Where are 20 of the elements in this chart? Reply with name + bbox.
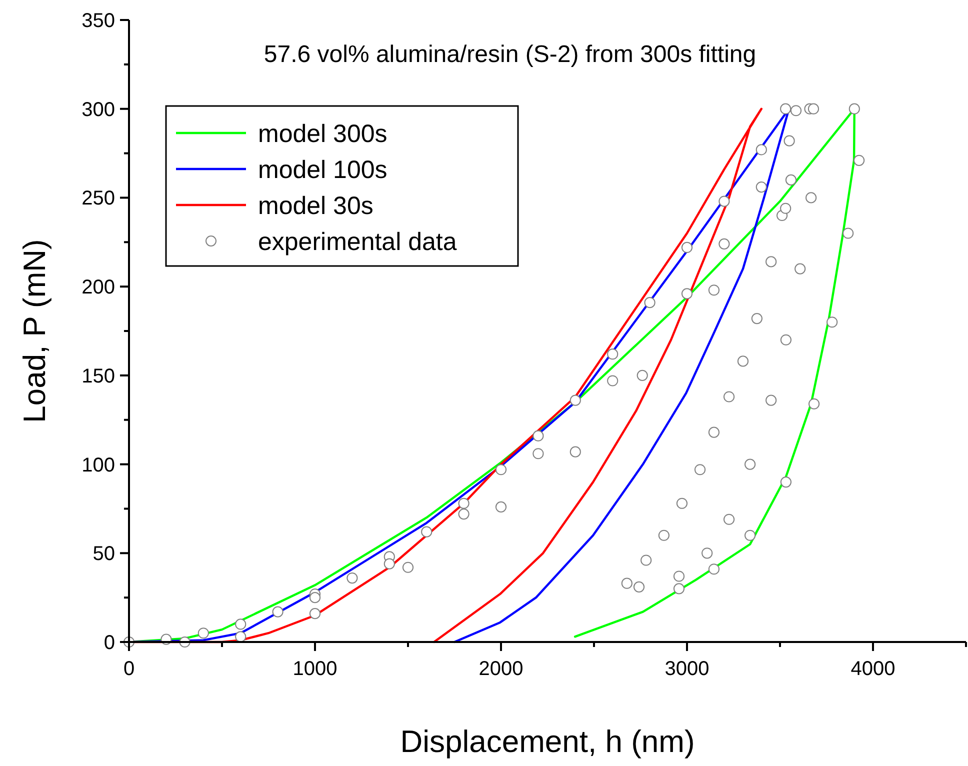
x-tick-label: 1000 xyxy=(292,658,338,680)
y-tick-label: 200 xyxy=(82,276,115,299)
x-tick-label: 4000 xyxy=(850,658,896,680)
y-tick-label: 100 xyxy=(82,454,115,476)
y-tick-label: 50 xyxy=(92,543,115,566)
legend-label: model 30s xyxy=(258,192,374,220)
text: 57.6 vol% alumina/resin (S-2) from 300s fitting xyxy=(264,41,756,68)
y-tick-label: 300 xyxy=(82,98,115,121)
legend-label: experimental data xyxy=(258,228,457,256)
legend-label: model 300s xyxy=(258,120,388,148)
y-tick-label: 150 xyxy=(82,365,115,388)
legend-label: model 100s xyxy=(258,156,388,184)
x-tick-label: 3000 xyxy=(664,658,710,680)
y-tick-label: 250 xyxy=(82,188,115,210)
y-tick-label: 0 xyxy=(104,632,115,654)
y-axis-title: Load, P (mN) xyxy=(17,239,52,423)
x-tick-label: 0 xyxy=(123,658,135,680)
y-tick-label: 350 xyxy=(82,10,115,32)
x-axis-title: Displacement, h (nm) xyxy=(400,724,695,759)
x-tick-label: 2000 xyxy=(478,658,524,680)
